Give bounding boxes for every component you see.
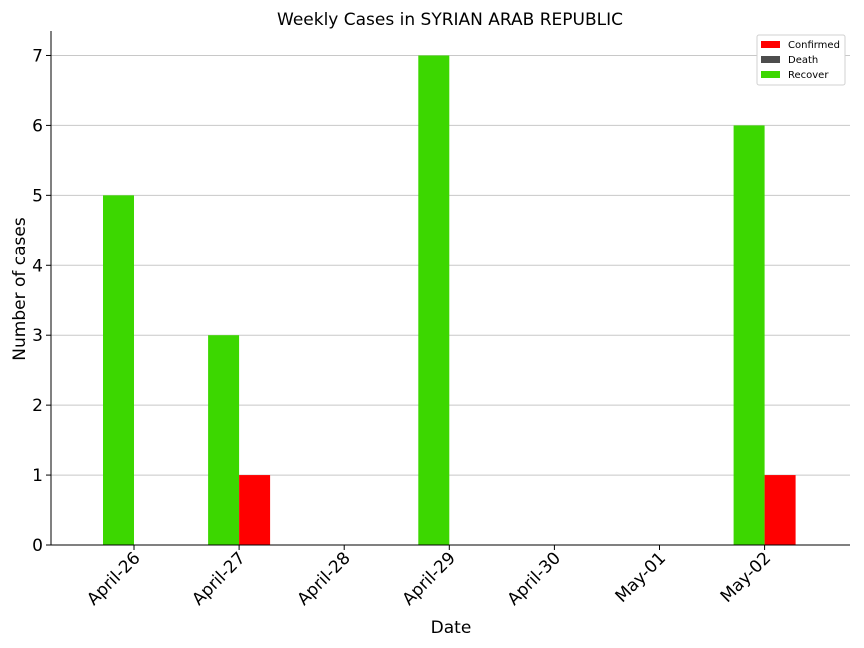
y-tick-label: 1: [32, 466, 43, 486]
bar-confirmed: [239, 475, 271, 545]
bar-recover: [208, 335, 240, 545]
bar-recover: [733, 125, 765, 545]
y-tick-label: 5: [32, 186, 43, 206]
chart-title: Weekly Cases in SYRIAN ARAB REPUBLIC: [277, 10, 623, 30]
y-axis-ticks: 0 1 2 3 4 5 6 7: [32, 46, 51, 556]
legend: Confirmed Death Recover: [756, 34, 846, 86]
y-axis-label: Number of cases: [10, 217, 30, 361]
gridlines: [51, 54, 850, 476]
y-tick-label: 3: [32, 326, 43, 346]
legend-label: Confirmed: [788, 40, 840, 51]
bar-confirmed: [764, 475, 796, 545]
legend-swatch: [761, 56, 780, 63]
y-tick-label: 7: [32, 46, 43, 66]
legend-label: Death: [788, 55, 818, 66]
axes: [50, 31, 850, 546]
y-tick-label: 0: [32, 536, 43, 556]
bars: [103, 55, 796, 545]
x-axis-label: Date: [431, 618, 472, 638]
y-tick-label: 4: [32, 256, 43, 276]
legend-swatch: [761, 41, 780, 48]
y-tick-label: 2: [32, 396, 43, 416]
legend-swatch: [761, 71, 780, 78]
legend-label: Recover: [788, 70, 829, 81]
bar-recover: [103, 195, 134, 545]
bar-recover: [418, 55, 450, 545]
y-tick-label: 6: [32, 116, 43, 136]
